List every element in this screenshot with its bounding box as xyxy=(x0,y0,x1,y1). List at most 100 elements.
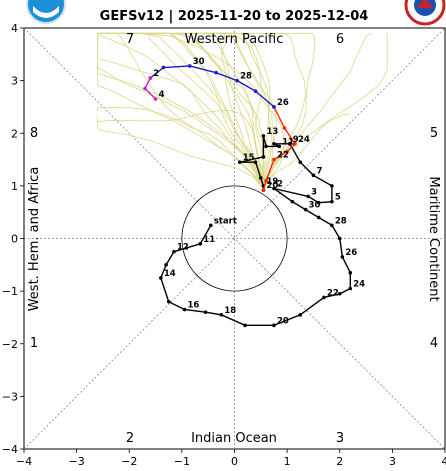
phase-label-4: 4 xyxy=(430,336,438,351)
ensemble-member-line xyxy=(97,32,264,189)
ensemble-member-line xyxy=(97,117,264,189)
observed-line xyxy=(160,135,351,326)
ensemble-member-line xyxy=(206,32,264,189)
forecast_near-point xyxy=(293,141,297,146)
observed-point xyxy=(182,307,187,312)
ensemble-member-line xyxy=(263,33,388,189)
day-label: 19 xyxy=(266,177,278,187)
observed-point xyxy=(253,160,258,164)
y-tick-label: −1 xyxy=(2,285,18,298)
phase-label-1: 1 xyxy=(30,336,38,351)
unit-circle xyxy=(181,185,288,292)
phase-label-6: 6 xyxy=(336,32,344,47)
region-label-bottom: Indian Ocean xyxy=(191,431,277,446)
ensemble-member-line xyxy=(97,32,264,189)
forecast_near-point xyxy=(264,178,268,183)
observed-point xyxy=(337,291,342,296)
observed-point xyxy=(316,215,321,220)
x-tick-label: −1 xyxy=(174,455,190,468)
y-tick-label: 0 xyxy=(11,233,18,246)
forecast_mid-point xyxy=(272,105,276,109)
ensemble-member-line xyxy=(97,32,264,189)
day-label: 26 xyxy=(277,98,289,108)
nws-logo xyxy=(404,0,446,26)
observed-point xyxy=(306,194,310,199)
forecast_near-point xyxy=(272,157,276,162)
observed-point xyxy=(330,199,334,204)
day-label: 9 xyxy=(293,135,299,145)
forecast_mid-point xyxy=(235,78,239,83)
observed-point xyxy=(287,141,292,146)
day-label: 24 xyxy=(298,135,310,145)
forecast_near-point xyxy=(282,126,287,130)
observed-point xyxy=(264,144,268,149)
observed-point xyxy=(340,255,345,259)
forecast_mid-line xyxy=(149,65,275,108)
divider-line xyxy=(23,27,446,450)
forecast_late-point xyxy=(153,97,158,101)
unit-circle-ring xyxy=(181,185,288,292)
day-label: 26 xyxy=(345,248,357,258)
day-labels: start11121416182022242628302357911131519… xyxy=(153,57,365,326)
observed-point xyxy=(330,223,334,228)
day-label: 30 xyxy=(193,57,205,67)
observed-point xyxy=(172,249,176,254)
x-tick-label: −4 xyxy=(16,455,32,468)
day-label: 11 xyxy=(282,137,294,147)
observed-point xyxy=(337,236,342,241)
observed-point xyxy=(203,310,208,314)
noaa-logo xyxy=(26,0,66,24)
y-tick-label: −4 xyxy=(2,443,18,456)
day-label: 2 xyxy=(277,180,283,190)
observed-point xyxy=(237,160,242,164)
day-label: 20 xyxy=(277,316,289,326)
forecast_mid-point xyxy=(253,89,258,93)
forecast_near-point xyxy=(285,149,289,154)
day-label: 28 xyxy=(240,72,252,82)
day-label: 30 xyxy=(309,201,321,211)
phase-label-3: 3 xyxy=(336,431,344,446)
y-tick-label: 4 xyxy=(11,22,18,35)
day-label: 28 xyxy=(335,216,347,226)
x-tick-label: 3 xyxy=(389,455,396,468)
observed-point xyxy=(298,160,303,164)
observed-point xyxy=(348,286,353,291)
day-label: 13 xyxy=(266,127,278,137)
phase-label-5: 5 xyxy=(430,126,438,141)
day-label: 7 xyxy=(316,166,322,176)
observed-point xyxy=(261,155,266,159)
y-tick-label: −2 xyxy=(2,338,18,351)
observed-point xyxy=(303,207,308,212)
day-label: 4 xyxy=(159,90,165,100)
observed-point xyxy=(243,323,247,328)
region-label-right: Maritime Continent xyxy=(426,176,441,301)
x-tick-label: −3 xyxy=(69,455,85,468)
observed-point xyxy=(298,313,303,317)
region-label-top: Western Pacific xyxy=(185,32,284,47)
day-label: 5 xyxy=(335,193,341,203)
phase-label-7: 7 xyxy=(126,32,134,47)
observed-point xyxy=(159,276,163,280)
forecast_mid-point xyxy=(214,70,218,75)
ensemble-member-line xyxy=(263,32,372,189)
x-tick-label: 0 xyxy=(231,455,238,468)
y-tick-label: −3 xyxy=(2,390,18,403)
forecast_late-point xyxy=(148,76,153,80)
phase-divider-lines xyxy=(23,27,446,450)
ensemble-member-line xyxy=(97,33,264,189)
y-tick-label: 3 xyxy=(11,75,18,88)
forecast_mid-point xyxy=(161,65,166,70)
observed-point xyxy=(272,323,276,328)
observed-point xyxy=(348,270,353,275)
observed-point xyxy=(209,223,213,228)
observed-point xyxy=(166,299,171,304)
x-tick-label: 4 xyxy=(442,455,446,468)
observed-point xyxy=(316,200,321,205)
day-label: 11 xyxy=(203,235,215,245)
ensemble-member-line xyxy=(97,109,264,189)
x-tick-label: 1 xyxy=(284,455,291,468)
observed-point xyxy=(259,176,263,180)
observed-point xyxy=(272,141,276,146)
observed-point xyxy=(198,241,203,246)
